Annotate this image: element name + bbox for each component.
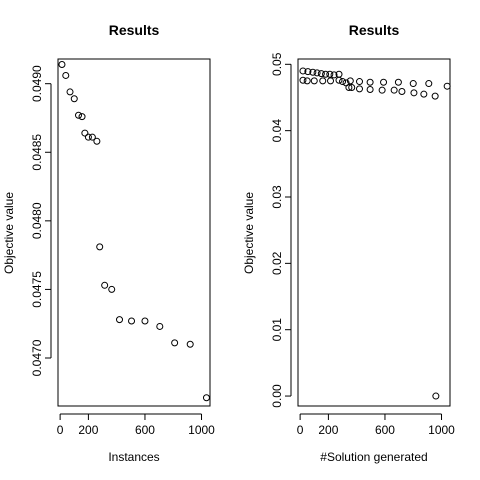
data-point [62, 71, 70, 79]
y-tick-label: 0.03 [270, 185, 284, 209]
left-y-axis: 0.0470 0.0475 0.0480 0.0485 0.0490 [30, 65, 52, 376]
x-tick-label: 600 [375, 423, 395, 437]
x-tick-label: 0 [297, 423, 304, 437]
data-point [326, 70, 334, 78]
data-point [420, 90, 428, 98]
data-point [319, 77, 327, 85]
right-x-axis: 0 200 600 1000 [297, 413, 455, 437]
left-scatter-panel: Results 0 200 600 1000 0.04700.04750.04800.… [2, 22, 215, 464]
data-point [78, 113, 86, 121]
data-point [366, 86, 374, 94]
data-point [58, 60, 66, 68]
data-point [310, 77, 318, 85]
data-point [304, 68, 312, 76]
data-point [366, 78, 374, 86]
data-point [88, 133, 96, 141]
x-tick-label: 600 [135, 423, 155, 437]
x-tick-label: 0 [57, 423, 64, 437]
data-point [398, 88, 406, 96]
data-point [93, 137, 101, 145]
left-x-axis-label: Instances [108, 450, 159, 464]
data-point [330, 71, 338, 79]
data-point [303, 77, 311, 85]
data-point [348, 84, 356, 92]
left-x-axis: 0 200 600 1000 [57, 413, 215, 437]
data-point [432, 392, 440, 400]
data-point [327, 77, 335, 85]
data-point [378, 86, 386, 94]
x-tick-label: 1000 [428, 423, 455, 437]
data-point [345, 84, 353, 92]
data-point [70, 95, 78, 103]
left-plot-frame [57, 58, 211, 407]
data-point [128, 317, 136, 325]
data-point [390, 86, 398, 94]
right-y-axis: 0.00 0.01 0.02 0.03 0.04 0.05 [270, 52, 292, 408]
data-point [425, 80, 433, 88]
data-point [410, 89, 418, 97]
data-point [75, 111, 83, 119]
data-point [202, 394, 210, 402]
data-point [141, 317, 149, 325]
y-tick-label: 0.0470 [30, 339, 44, 376]
data-point [409, 80, 417, 88]
data-point [335, 76, 343, 84]
data-point [186, 340, 194, 348]
data-point [299, 67, 307, 75]
right-chart-title: Results [349, 22, 400, 38]
right-data-points [299, 67, 451, 400]
left-y-axis-label: Objective value [2, 192, 16, 274]
data-point [84, 133, 92, 141]
y-tick-label: 0.04 [270, 119, 284, 143]
right-x-axis-label: #Solution generated [320, 450, 427, 464]
data-point [322, 70, 330, 78]
data-point [171, 339, 179, 347]
data-point [394, 78, 402, 86]
data-point [356, 78, 364, 86]
y-tick-label: 0.05 [270, 52, 284, 76]
data-point [108, 285, 116, 293]
data-point [116, 316, 124, 324]
y-tick-label: 0.00 [270, 384, 284, 408]
y-tick-label: 0.0490 [30, 65, 44, 102]
right-plot-frame [297, 58, 451, 407]
data-point [356, 85, 364, 93]
data-point [339, 78, 347, 86]
data-point [81, 129, 89, 137]
data-point [299, 76, 307, 84]
x-tick-label: 1000 [188, 423, 215, 437]
y-tick-label: 0.01 [270, 318, 284, 342]
data-point [313, 69, 321, 77]
data-point [317, 70, 325, 78]
left-data-points [58, 60, 210, 402]
data-point [431, 92, 439, 100]
data-point [101, 281, 109, 289]
y-tick-label: 0.0480 [30, 202, 44, 239]
data-point [380, 78, 388, 86]
y-tick-label: 0.0475 [30, 271, 44, 308]
right-scatter-panel: Results 0 200 600 1000 0.00 0.01 0.02 0.03 0.04… [242, 22, 455, 464]
x-tick-label: 200 [78, 423, 98, 437]
data-point [309, 68, 317, 76]
data-point [346, 77, 354, 85]
data-point [66, 88, 74, 96]
y-tick-label: 0.0485 [30, 134, 44, 171]
y-tick-label: 0.02 [270, 251, 284, 275]
right-y-axis-label: Objective value [242, 192, 256, 274]
data-point [443, 82, 451, 90]
data-point [96, 243, 104, 251]
data-point [156, 322, 164, 330]
left-chart-title: Results [109, 22, 160, 38]
x-tick-label: 200 [318, 423, 338, 437]
